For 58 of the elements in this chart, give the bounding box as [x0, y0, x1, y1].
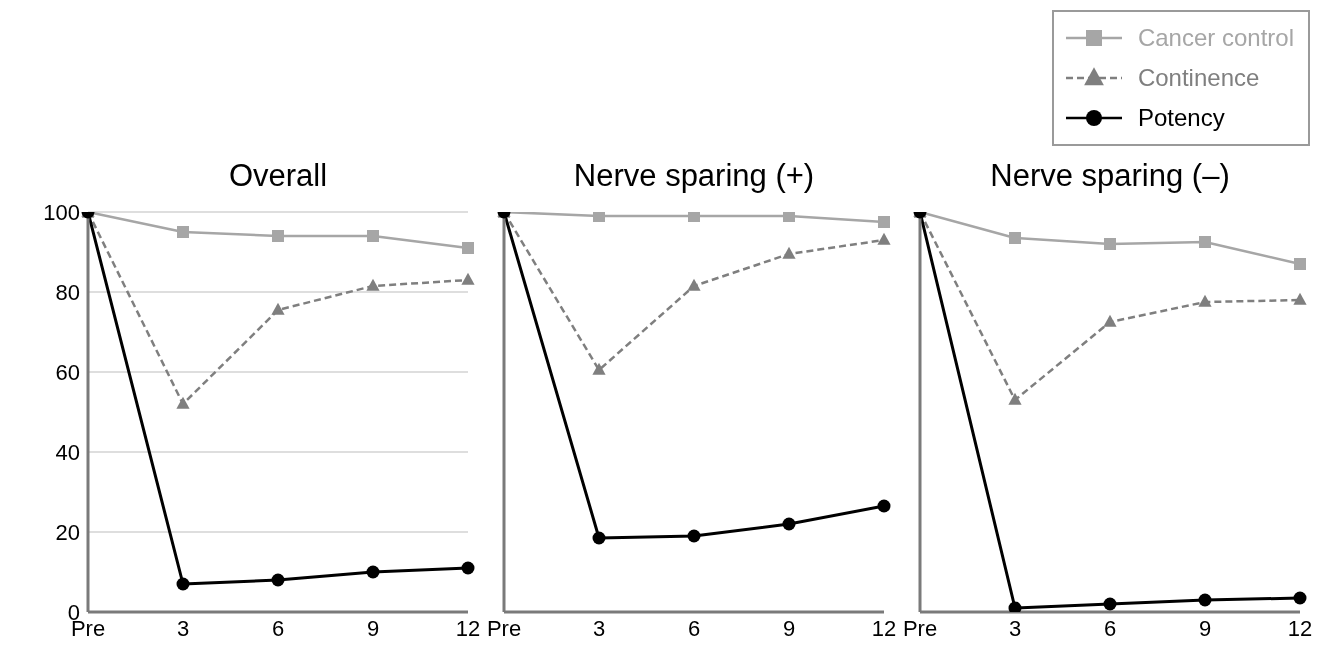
x-tick-label: 3 — [592, 615, 606, 641]
point — [782, 517, 796, 531]
x-tick-label: 9 — [1198, 615, 1212, 641]
point — [1104, 238, 1116, 250]
y-tick-label: 40 — [55, 439, 80, 465]
point — [1008, 392, 1022, 405]
legend-label: Continence — [1137, 64, 1260, 92]
y-tick-label: 60 — [55, 359, 80, 385]
point — [1293, 292, 1307, 305]
x-tick-label: Pre — [902, 615, 938, 641]
x-tick-label: 12 — [1287, 615, 1313, 641]
point — [877, 499, 891, 513]
x-tick-label: 9 — [782, 615, 796, 641]
point — [1294, 258, 1306, 270]
point — [1293, 591, 1307, 605]
x-tick-label: 6 — [271, 615, 285, 641]
point — [592, 531, 606, 545]
chart-title: Nerve sparing (–) — [989, 158, 1231, 195]
y-tick-label: 80 — [55, 279, 80, 305]
point — [272, 230, 284, 242]
x-tick-label: 3 — [1008, 615, 1022, 641]
point — [1103, 314, 1117, 327]
point — [271, 302, 285, 315]
point — [1008, 601, 1022, 612]
point — [271, 573, 285, 587]
point — [461, 272, 475, 285]
point — [176, 577, 190, 591]
chart-title: Nerve sparing (+) — [572, 158, 816, 195]
point — [176, 396, 190, 409]
point — [367, 230, 379, 242]
x-tick-label: 6 — [687, 615, 701, 641]
point — [783, 212, 795, 222]
x-tick-label: 3 — [176, 615, 190, 641]
legend-label: Potency — [1137, 104, 1225, 132]
chart-title: Overall — [228, 158, 328, 193]
x-tick-label: 12 — [455, 615, 481, 641]
y-tick-label: 100 — [43, 199, 80, 225]
point — [366, 278, 380, 291]
y-tick-label: 20 — [55, 519, 80, 545]
point — [1198, 593, 1212, 607]
point — [687, 529, 701, 543]
point — [688, 212, 700, 222]
point — [592, 362, 606, 375]
legend-label: Cancer control — [1137, 24, 1294, 52]
point — [177, 226, 189, 238]
x-tick-label: 6 — [1103, 615, 1117, 641]
x-tick-label: 12 — [871, 615, 897, 641]
point — [366, 565, 380, 579]
x-tick-label: Pre — [486, 615, 522, 641]
point — [878, 216, 890, 228]
point — [461, 561, 475, 575]
point — [1198, 294, 1212, 307]
point — [1009, 232, 1021, 244]
x-tick-label: 9 — [366, 615, 380, 641]
point — [1199, 236, 1211, 248]
point — [462, 242, 474, 254]
point — [1103, 597, 1117, 611]
point — [593, 212, 605, 222]
